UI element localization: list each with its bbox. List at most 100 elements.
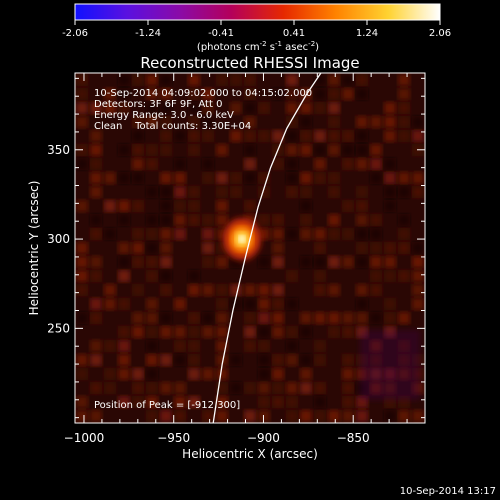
- texture-blob: [90, 340, 102, 352]
- texture-blob: [314, 158, 326, 170]
- texture-blob: [160, 74, 172, 86]
- y-tick-label: 300: [47, 232, 70, 246]
- texture-blob: [146, 326, 158, 338]
- texture-blob: [90, 214, 102, 226]
- texture-blob: [216, 326, 228, 338]
- texture-blob: [146, 74, 158, 86]
- texture-blob: [216, 354, 228, 366]
- texture-blob: [188, 312, 200, 324]
- texture-blob: [314, 270, 326, 282]
- texture-blob: [146, 144, 158, 156]
- texture-blob: [258, 396, 270, 408]
- texture-blob: [216, 298, 228, 310]
- texture-blob: [384, 312, 396, 324]
- texture-blob: [286, 186, 298, 198]
- texture-blob: [146, 214, 158, 226]
- texture-blob: [286, 340, 298, 352]
- texture-blob: [146, 102, 158, 114]
- texture-blob: [412, 270, 424, 282]
- texture-blob: [132, 312, 144, 324]
- texture-blob: [104, 172, 116, 184]
- texture-blob: [258, 354, 270, 366]
- texture-blob: [342, 312, 354, 324]
- texture-blob: [76, 116, 88, 128]
- texture-blob: [384, 200, 396, 212]
- texture-blob: [356, 74, 368, 86]
- texture-blob: [104, 284, 116, 296]
- texture-blob: [132, 368, 144, 380]
- texture-blob: [244, 382, 256, 394]
- texture-blob: [412, 256, 424, 268]
- texture-blob: [412, 242, 424, 254]
- texture-blob: [272, 298, 284, 310]
- texture-blob: [202, 214, 214, 226]
- texture-blob: [160, 382, 172, 394]
- texture-blob: [300, 256, 312, 268]
- texture-blob: [328, 228, 340, 240]
- x-tick-label: −1000: [64, 431, 105, 445]
- texture-blob: [174, 214, 186, 226]
- texture-blob: [356, 312, 368, 324]
- texture-blob: [286, 382, 298, 394]
- colorbar-tick-label: 2.06: [429, 28, 451, 39]
- texture-blob: [188, 368, 200, 380]
- texture-blob: [398, 312, 410, 324]
- texture-blob: [146, 354, 158, 366]
- texture-blob: [174, 382, 186, 394]
- texture-blob: [202, 172, 214, 184]
- texture-blob: [412, 130, 424, 142]
- texture-blob: [118, 298, 130, 310]
- texture-blob: [132, 284, 144, 296]
- texture-blob: [216, 410, 228, 422]
- texture-blob: [356, 284, 368, 296]
- texture-blob: [230, 354, 242, 366]
- texture-blob: [314, 410, 326, 422]
- texture-blob: [202, 102, 214, 114]
- texture-blob: [174, 186, 186, 198]
- texture-blob: [160, 270, 172, 282]
- y-axis-label: Heliocentric Y (arcsec): [27, 181, 41, 316]
- texture-blob: [118, 354, 130, 366]
- texture-blob: [174, 172, 186, 184]
- image-panel: −1000 −950 −900 −850 250 300 350: [47, 72, 426, 445]
- texture-blob: [216, 74, 228, 86]
- texture-blob: [314, 256, 326, 268]
- texture-blob: [76, 354, 88, 366]
- texture-blob: [412, 186, 424, 198]
- texture-blob: [202, 256, 214, 268]
- texture-blob: [216, 214, 228, 226]
- texture-blob: [272, 312, 284, 324]
- colorbar-tick-label: 1.24: [356, 28, 378, 39]
- texture-blob: [342, 354, 354, 366]
- texture-blob: [356, 256, 368, 268]
- texture-blob: [286, 144, 298, 156]
- texture-blob: [160, 144, 172, 156]
- texture-blob: [230, 172, 242, 184]
- texture-blob: [118, 172, 130, 184]
- texture-blob: [202, 312, 214, 324]
- texture-blob: [328, 410, 340, 422]
- texture-blob: [258, 326, 270, 338]
- texture-blob: [258, 284, 270, 296]
- texture-blob: [146, 256, 158, 268]
- texture-blob: [342, 368, 354, 380]
- texture-blob: [76, 256, 88, 268]
- texture-blob: [216, 284, 228, 296]
- texture-blob: [76, 74, 88, 86]
- image-texture: [76, 74, 424, 422]
- texture-blob: [244, 88, 256, 100]
- texture-blob: [356, 186, 368, 198]
- texture-blob: [188, 270, 200, 282]
- texture-blob: [286, 354, 298, 366]
- texture-blob: [370, 284, 382, 296]
- texture-blob: [188, 340, 200, 352]
- texture-blob: [384, 116, 396, 128]
- texture-blob: [230, 74, 242, 86]
- texture-blob: [160, 186, 172, 198]
- texture-blob: [370, 144, 382, 156]
- texture-blob: [328, 88, 340, 100]
- texture-blob: [188, 116, 200, 128]
- texture-blob: [174, 340, 186, 352]
- texture-blob: [342, 130, 354, 142]
- texture-blob: [132, 396, 144, 408]
